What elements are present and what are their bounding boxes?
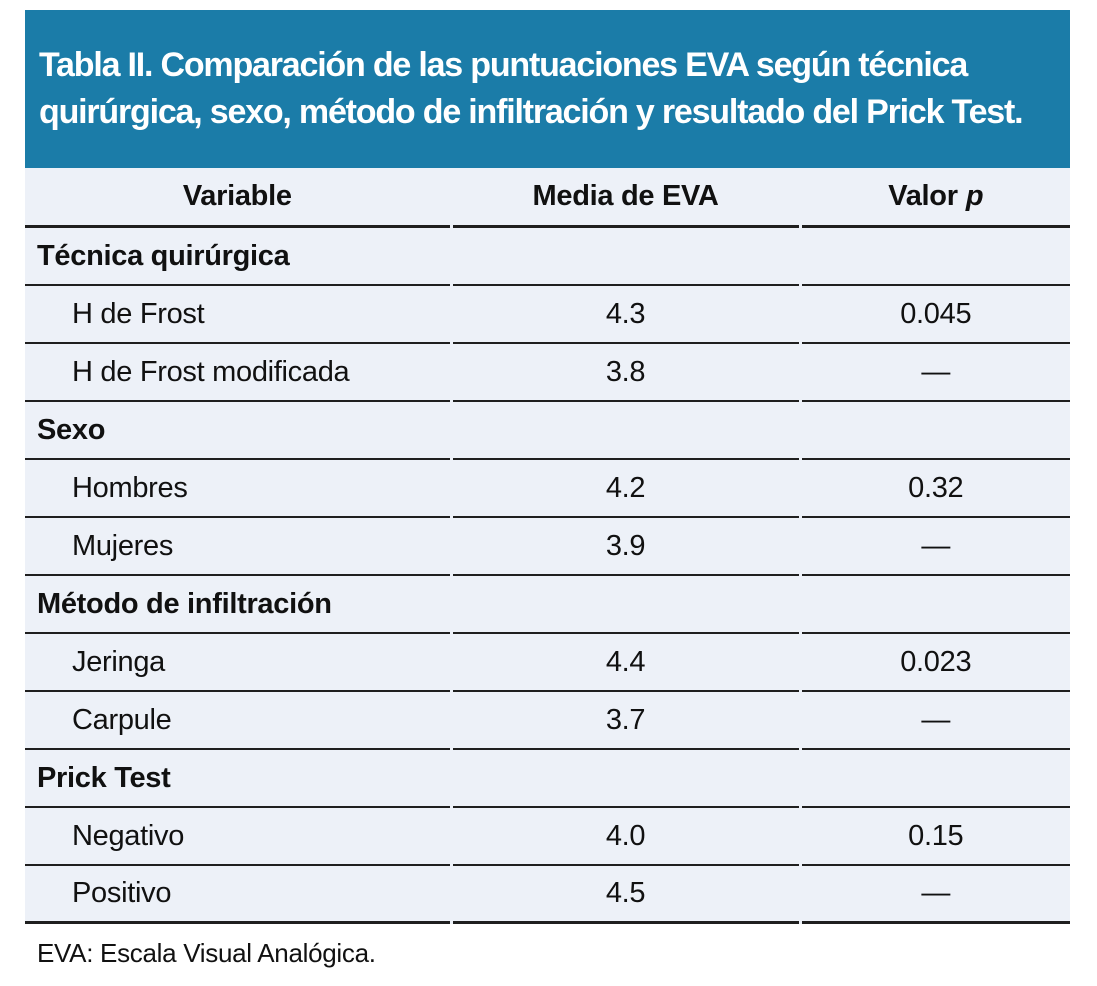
table-row-h-de-frost: H de Frost 4.3 0.045 bbox=[25, 286, 1070, 344]
table-title-band: Tabla II. Comparación de las puntuacione… bbox=[25, 10, 1070, 168]
empty-cell bbox=[801, 402, 1070, 460]
media-eva-cell: 3.7 bbox=[452, 692, 799, 750]
variable-cell: Negativo bbox=[25, 808, 450, 866]
table-figure: Tabla II. Comparación de las puntuacione… bbox=[25, 10, 1070, 969]
table-row-h-de-frost-modificada: H de Frost modificada 3.8 — bbox=[25, 344, 1070, 402]
table-title: Tabla II. Comparación de las puntuacione… bbox=[39, 46, 1024, 131]
section-row-prick-test: Prick Test bbox=[25, 750, 1070, 808]
media-eva-cell: 4.3 bbox=[452, 286, 799, 344]
media-eva-cell: 4.2 bbox=[452, 460, 799, 518]
empty-cell bbox=[452, 576, 799, 634]
empty-cell bbox=[801, 750, 1070, 808]
variable-cell: Jeringa bbox=[25, 634, 450, 692]
variable-cell: Mujeres bbox=[25, 518, 450, 576]
section-label: Método de infiltración bbox=[25, 576, 450, 634]
variable-cell: Carpule bbox=[25, 692, 450, 750]
column-header-valor-p: Valor p bbox=[801, 168, 1070, 228]
section-row-tecnica-quirurgica: Técnica quirúrgica bbox=[25, 228, 1070, 286]
variable-cell: Positivo bbox=[25, 866, 450, 924]
empty-cell bbox=[452, 402, 799, 460]
valor-p-cell: 0.15 bbox=[801, 808, 1070, 866]
variable-cell: H de Frost bbox=[25, 286, 450, 344]
section-row-metodo-infiltracion: Método de infiltración bbox=[25, 576, 1070, 634]
section-label: Prick Test bbox=[25, 750, 450, 808]
table-row-mujeres: Mujeres 3.9 — bbox=[25, 518, 1070, 576]
section-label: Sexo bbox=[25, 402, 450, 460]
table-row-carpule: Carpule 3.7 — bbox=[25, 692, 1070, 750]
empty-cell bbox=[452, 750, 799, 808]
section-row-sexo: Sexo bbox=[25, 402, 1070, 460]
variable-cell: H de Frost modificada bbox=[25, 344, 450, 402]
table-footnote: EVA: Escala Visual Analógica. bbox=[25, 924, 1070, 969]
media-eva-cell: 3.9 bbox=[452, 518, 799, 576]
table-row-positivo: Positivo 4.5 — bbox=[25, 866, 1070, 924]
valor-p-cell: — bbox=[801, 344, 1070, 402]
valor-label-text: Valor bbox=[888, 180, 958, 212]
table-row-negativo: Negativo 4.0 0.15 bbox=[25, 808, 1070, 866]
valor-label-p-italic: p bbox=[965, 180, 984, 212]
valor-p-cell: — bbox=[801, 866, 1070, 924]
media-eva-cell: 3.8 bbox=[452, 344, 799, 402]
column-header-media-eva: Media de EVA bbox=[452, 168, 799, 228]
table-row-jeringa: Jeringa 4.4 0.023 bbox=[25, 634, 1070, 692]
media-eva-cell: 4.4 bbox=[452, 634, 799, 692]
valor-p-cell: 0.023 bbox=[801, 634, 1070, 692]
valor-p-cell: — bbox=[801, 518, 1070, 576]
section-label: Técnica quirúrgica bbox=[25, 228, 450, 286]
media-eva-cell: 4.5 bbox=[452, 866, 799, 924]
empty-cell bbox=[801, 576, 1070, 634]
valor-p-cell: 0.045 bbox=[801, 286, 1070, 344]
table-header-row: Variable Media de EVA Valor p bbox=[25, 168, 1070, 228]
column-header-variable: Variable bbox=[25, 168, 450, 228]
variable-cell: Hombres bbox=[25, 460, 450, 518]
empty-cell bbox=[801, 228, 1070, 286]
empty-cell bbox=[452, 228, 799, 286]
valor-p-cell: 0.32 bbox=[801, 460, 1070, 518]
media-eva-cell: 4.0 bbox=[452, 808, 799, 866]
valor-p-cell: — bbox=[801, 692, 1070, 750]
table-row-hombres: Hombres 4.2 0.32 bbox=[25, 460, 1070, 518]
